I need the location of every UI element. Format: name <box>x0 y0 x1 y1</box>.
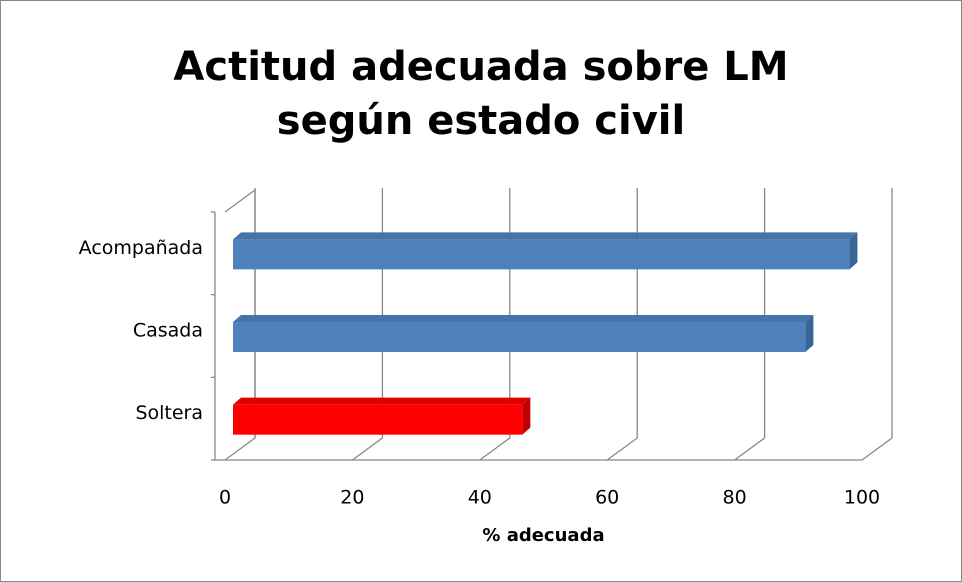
grid-line <box>606 188 638 461</box>
bar <box>233 322 806 352</box>
grid-line <box>861 188 893 461</box>
x-axis-title: % adecuada <box>482 525 604 546</box>
x-tick-label: 100 <box>844 487 880 509</box>
y-tick-label: Casada <box>133 320 203 342</box>
bar-end <box>849 232 858 270</box>
x-tick-label: 0 <box>219 487 231 509</box>
y-tick-label: Soltera <box>135 402 203 424</box>
bar-top <box>233 397 531 405</box>
bar-top <box>233 315 814 322</box>
x-tick-label: 20 <box>340 487 364 509</box>
bar-end <box>522 397 531 435</box>
x-tick-label: 80 <box>723 487 747 509</box>
x-tick-label: 40 <box>468 487 492 509</box>
bar <box>233 239 850 270</box>
grid-line <box>479 188 511 461</box>
bar-top <box>233 232 858 240</box>
bar <box>233 404 523 435</box>
x-tick-label: 60 <box>595 487 619 509</box>
grid-line <box>224 188 256 461</box>
bar-end <box>805 315 814 352</box>
grid-line <box>734 188 766 461</box>
chart-title: Actitud adecuada sobre LM según estado c… <box>173 44 789 144</box>
y-tick-label: Acompañada <box>79 237 203 259</box>
grid-line <box>352 188 384 461</box>
